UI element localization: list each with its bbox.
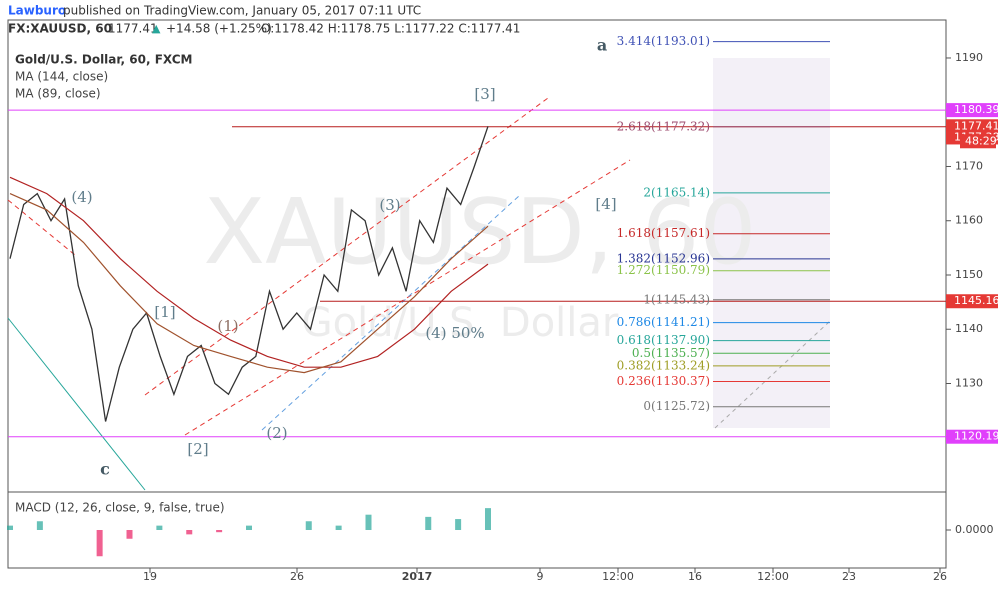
macd-bar bbox=[305, 521, 312, 530]
fib-label: 3.414(1193.01) bbox=[617, 34, 710, 48]
y-tick-label: 1140 bbox=[955, 322, 983, 335]
wave-label: c bbox=[100, 460, 110, 479]
wave-label: [3] bbox=[474, 85, 495, 103]
macd-bar bbox=[485, 508, 491, 530]
legend-ma: MA (144, close) bbox=[15, 70, 108, 84]
y-tick-label: 1160 bbox=[955, 214, 983, 227]
wave-label: [2] bbox=[187, 440, 208, 458]
fib-label: 1.382(1152.96) bbox=[617, 251, 710, 265]
fib-diagonal bbox=[714, 320, 831, 429]
macd-bar bbox=[36, 521, 43, 530]
macd-bar bbox=[7, 525, 13, 530]
x-tick-label: 12:00 bbox=[602, 570, 634, 583]
price-tag: 1180.39 bbox=[954, 103, 1000, 116]
channel-line bbox=[7, 199, 76, 256]
price-tag: 1177.41 bbox=[954, 119, 1000, 132]
trend-line bbox=[7, 317, 146, 491]
channel-line bbox=[184, 159, 631, 436]
publisher[interactable]: Lawburo bbox=[8, 4, 66, 18]
last: 1177.41 bbox=[108, 22, 158, 36]
fib-label: 0.618(1137.90) bbox=[617, 333, 710, 347]
wave-label: a bbox=[597, 36, 607, 55]
wave-label: (4) 50% bbox=[425, 324, 484, 342]
x-tick-label: 9 bbox=[537, 570, 544, 583]
price-tag: 1120.19 bbox=[954, 430, 1000, 443]
price-tag-bg bbox=[946, 429, 998, 444]
wave-label: (1) bbox=[217, 317, 238, 335]
fib-label: 2.618(1177.32) bbox=[617, 119, 710, 133]
watermark-sub: Gold/U.S. Dollar bbox=[302, 300, 619, 346]
fib-label: 0.786(1141.21) bbox=[617, 315, 710, 329]
macd-bar bbox=[126, 530, 133, 539]
y-tick-label: 1190 bbox=[955, 51, 983, 64]
x-tick-label: 19 bbox=[143, 570, 157, 583]
wave-label: [4] bbox=[595, 195, 616, 213]
macd-bar bbox=[365, 514, 372, 530]
macd-bar bbox=[335, 525, 342, 530]
macd-bar bbox=[96, 530, 103, 557]
legend-title: Gold/U.S. Dollar, 60, FXCM bbox=[15, 53, 193, 67]
plot-frame bbox=[7, 19, 947, 569]
x-tick-label: 2017 bbox=[402, 570, 433, 583]
fib-label: 2(1165.14) bbox=[643, 185, 710, 199]
published: published on TradingView.com, January 05… bbox=[63, 4, 421, 18]
price-tag: 1145.16 bbox=[954, 294, 1000, 307]
countdown: 48:29 bbox=[965, 134, 997, 147]
y-tick-label: 1130 bbox=[955, 376, 983, 389]
macd-bar bbox=[425, 516, 432, 530]
y-tick-label: 1150 bbox=[955, 268, 983, 281]
fib-label: 1.618(1157.61) bbox=[617, 226, 710, 240]
ma-line bbox=[9, 176, 489, 368]
macd-bar bbox=[186, 530, 193, 535]
symbol: FX:XAUUSD, 60 bbox=[8, 22, 112, 36]
ohlc: O:1178.42 H:1178.75 L:1177.22 C:1177.41 bbox=[261, 22, 520, 36]
fib-label: 0.5(1135.57) bbox=[632, 346, 710, 360]
x-tick-label: 16 bbox=[688, 570, 702, 583]
wave-label: [1] bbox=[154, 303, 175, 321]
change: +14.58 (+1.25%) bbox=[166, 22, 272, 36]
fib-label: 0.236(1130.37) bbox=[617, 374, 710, 388]
fib-label: 0(1125.72) bbox=[643, 399, 710, 413]
x-tick-label: 26 bbox=[290, 570, 304, 583]
wave-label: (3) bbox=[379, 196, 400, 214]
fib-label: 1.272(1150.79) bbox=[617, 263, 710, 277]
macd-title: MACD (12, 26, close, 9, false, true) bbox=[15, 501, 225, 515]
macd-bar bbox=[455, 519, 462, 530]
wave-label: (2) bbox=[266, 424, 287, 442]
price-tag-bg bbox=[946, 294, 998, 309]
x-tick-label: 26 bbox=[933, 570, 947, 583]
wave-label: (4) bbox=[71, 188, 92, 206]
macd-tick-label: 0.0000 bbox=[955, 523, 994, 536]
y-tick-label: 1170 bbox=[955, 159, 983, 172]
legend-ma: MA (89, close) bbox=[15, 87, 101, 101]
watermark: XAUUSD, 60 bbox=[203, 180, 756, 285]
ma-line bbox=[9, 193, 489, 374]
price-tag-bg bbox=[946, 103, 998, 118]
fib-label: 0.382(1133.24) bbox=[617, 358, 710, 372]
up-arrow: ▲ bbox=[152, 22, 161, 35]
price-tag-bg bbox=[946, 119, 998, 134]
macd-bar bbox=[216, 530, 223, 533]
channel-line bbox=[261, 194, 521, 431]
macd-bar bbox=[156, 525, 163, 530]
x-tick-label: 12:00 bbox=[757, 570, 789, 583]
countdown-bg bbox=[960, 134, 996, 149]
fib-label: 1(1145.43) bbox=[643, 292, 710, 306]
x-tick-label: 23 bbox=[842, 570, 856, 583]
macd-bar bbox=[246, 525, 252, 530]
